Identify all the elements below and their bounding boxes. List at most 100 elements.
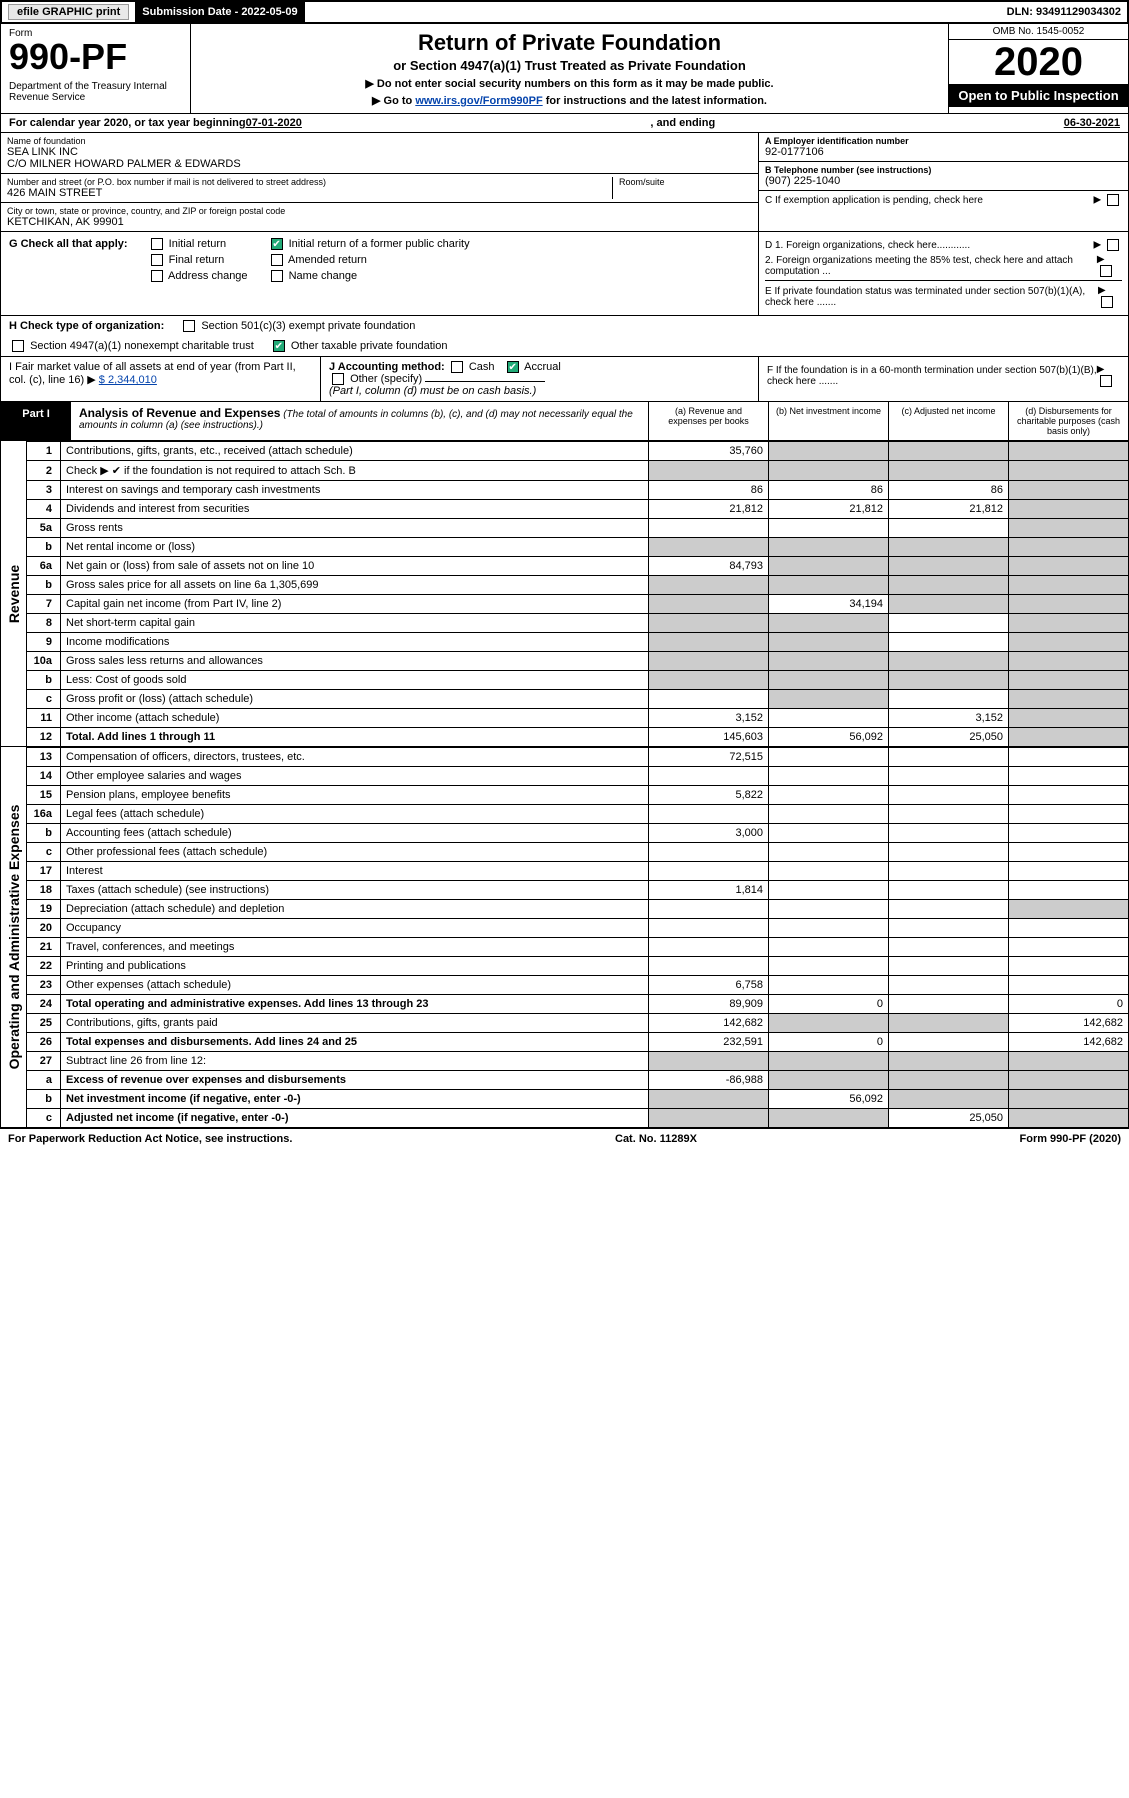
- line-desc: Net investment income (if negative, ente…: [61, 1090, 649, 1109]
- line-num: b: [27, 824, 61, 843]
- checkbox-name-change[interactable]: [271, 270, 283, 282]
- phone-value: (907) 225-1040: [765, 175, 1122, 187]
- checkbox-d1[interactable]: [1107, 239, 1119, 251]
- col-a: [649, 1090, 769, 1109]
- line-num: 25: [27, 1014, 61, 1033]
- line-desc: Contributions, gifts, grants paid: [61, 1014, 649, 1033]
- col-c: [889, 633, 1009, 652]
- city-state-zip: KETCHIKAN, AK 99901: [7, 216, 752, 228]
- col-b: [769, 900, 889, 919]
- col-a: 3,152: [649, 709, 769, 728]
- col-b: [769, 461, 889, 481]
- checkbox-amended[interactable]: [271, 254, 283, 266]
- open-public: Open to Public Inspection: [949, 84, 1128, 107]
- line-desc: Adjusted net income (if negative, enter …: [61, 1109, 649, 1128]
- col-b: [769, 538, 889, 557]
- line-num: 24: [27, 995, 61, 1014]
- checkbox-accrual[interactable]: ✔: [507, 361, 519, 373]
- col-d: [1009, 652, 1129, 671]
- expenses-section-label: Operating and Administrative Expenses: [0, 747, 26, 1128]
- col-d: [1009, 461, 1129, 481]
- line-num: 6a: [27, 557, 61, 576]
- col-a: 3,000: [649, 824, 769, 843]
- line-num: 23: [27, 976, 61, 995]
- col-b: [769, 671, 889, 690]
- col-d: [1009, 767, 1129, 786]
- irs-link[interactable]: www.irs.gov/Form990PF: [415, 95, 542, 107]
- checkbox-former-charity[interactable]: ✔: [271, 238, 283, 250]
- col-d: [1009, 919, 1129, 938]
- line-desc: Other employee salaries and wages: [61, 767, 649, 786]
- col-a: 1,814: [649, 881, 769, 900]
- col-b: [769, 1014, 889, 1033]
- col-b: [769, 442, 889, 461]
- efile-button[interactable]: efile GRAPHIC print: [8, 4, 129, 20]
- checkbox-other-taxable[interactable]: ✔: [273, 340, 285, 352]
- line-num: 19: [27, 900, 61, 919]
- col-c: [889, 957, 1009, 976]
- col-a: 72,515: [649, 748, 769, 767]
- checkbox-e[interactable]: [1101, 296, 1113, 308]
- line-num: 7: [27, 595, 61, 614]
- line-desc: Total. Add lines 1 through 11: [61, 728, 649, 747]
- checkbox-final[interactable]: [151, 254, 163, 266]
- col-d: [1009, 709, 1129, 728]
- line-desc: Contributions, gifts, grants, etc., rece…: [61, 442, 649, 461]
- line-num: 27: [27, 1052, 61, 1071]
- checkbox-f[interactable]: [1100, 375, 1112, 387]
- checkbox-cash[interactable]: [451, 361, 463, 373]
- fmv-amount[interactable]: $ 2,344,010: [99, 374, 157, 386]
- col-c: [889, 919, 1009, 938]
- col-c: [889, 557, 1009, 576]
- col-a: 145,603: [649, 728, 769, 747]
- col-c: [889, 786, 1009, 805]
- line-desc: Travel, conferences, and meetings: [61, 938, 649, 957]
- checkbox-c[interactable]: [1107, 194, 1119, 206]
- col-c-header: (c) Adjusted net income: [888, 402, 1008, 440]
- section-g: G Check all that apply: Initial return F…: [0, 232, 1129, 316]
- line-num: 15: [27, 786, 61, 805]
- line-desc: Taxes (attach schedule) (see instruction…: [61, 881, 649, 900]
- line-desc: Other expenses (attach schedule): [61, 976, 649, 995]
- omb-number: OMB No. 1545-0052: [949, 24, 1128, 40]
- col-b: [769, 957, 889, 976]
- col-a: [649, 576, 769, 595]
- year-begin: 07-01-2020: [246, 117, 302, 129]
- line-num: 13: [27, 748, 61, 767]
- col-a: [649, 461, 769, 481]
- col-d: [1009, 671, 1129, 690]
- col-c: [889, 938, 1009, 957]
- col-a: [649, 919, 769, 938]
- col-d: [1009, 900, 1129, 919]
- checkbox-address[interactable]: [151, 270, 163, 282]
- checkbox-501c3[interactable]: [183, 320, 195, 332]
- col-c: 21,812: [889, 500, 1009, 519]
- submission-date: Submission Date - 2022-05-09: [136, 2, 304, 22]
- col-b: [769, 709, 889, 728]
- line-num: 11: [27, 709, 61, 728]
- checkbox-other-method[interactable]: [332, 373, 344, 385]
- col-a: 84,793: [649, 557, 769, 576]
- col-c: [889, 519, 1009, 538]
- line-num: 17: [27, 862, 61, 881]
- checkbox-4947[interactable]: [12, 340, 24, 352]
- checkbox-initial[interactable]: [151, 238, 163, 250]
- line-desc: Gross profit or (loss) (attach schedule): [61, 690, 649, 709]
- dln: DLN: 93491129034302: [1001, 2, 1127, 22]
- revenue-section-label: Revenue: [0, 441, 26, 747]
- col-d: [1009, 881, 1129, 900]
- line-desc: Net gain or (loss) from sale of assets n…: [61, 557, 649, 576]
- col-b: 86: [769, 481, 889, 500]
- col-a: [649, 1052, 769, 1071]
- col-b: [769, 690, 889, 709]
- line-num: 20: [27, 919, 61, 938]
- col-a: 142,682: [649, 1014, 769, 1033]
- line-num: b: [27, 576, 61, 595]
- col-b: [769, 576, 889, 595]
- line-num: b: [27, 538, 61, 557]
- line-desc: Less: Cost of goods sold: [61, 671, 649, 690]
- checkbox-d2[interactable]: [1100, 265, 1112, 277]
- col-a: -86,988: [649, 1071, 769, 1090]
- foundation-name-1: SEA LINK INC: [7, 146, 752, 158]
- col-b: [769, 633, 889, 652]
